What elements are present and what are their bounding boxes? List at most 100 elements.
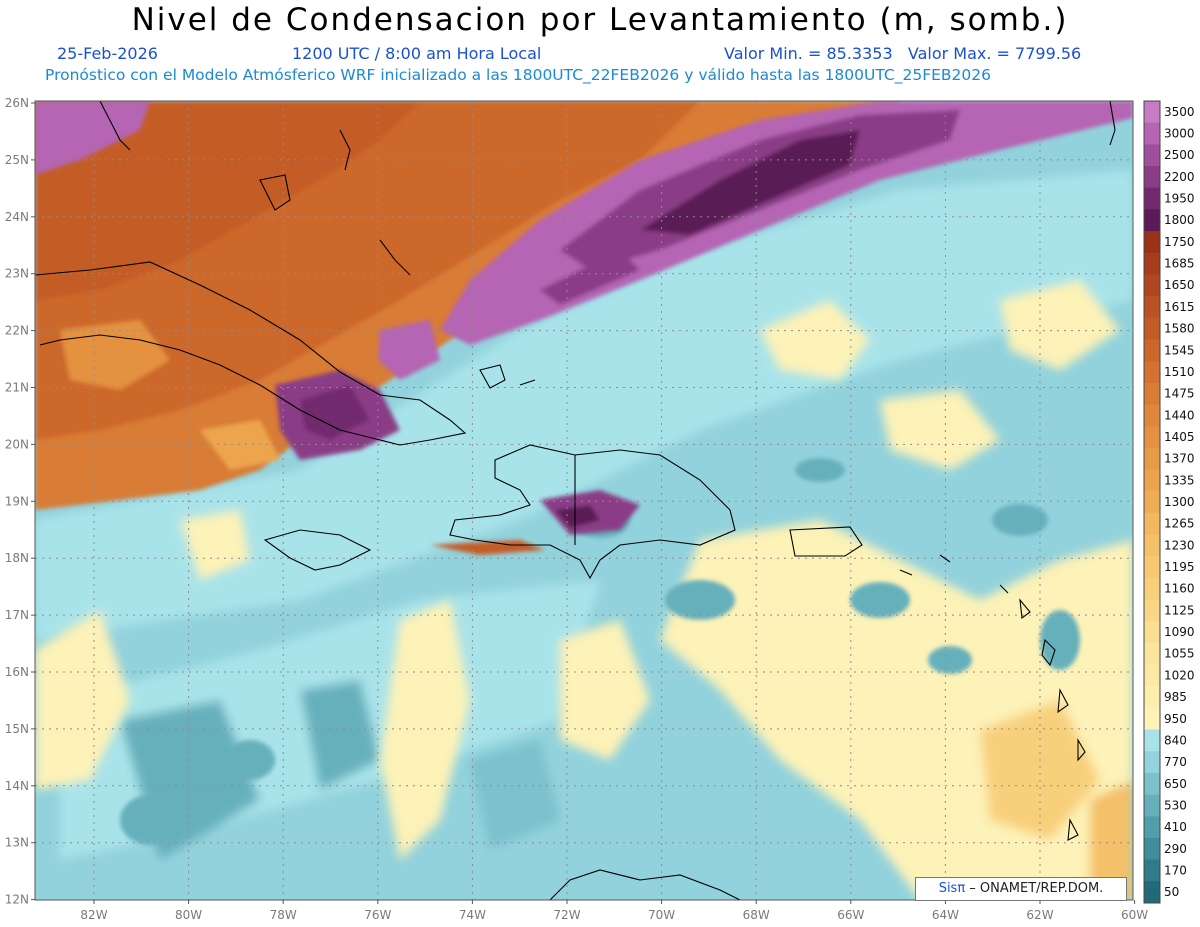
colorbar-label: 1335 — [1164, 473, 1195, 487]
colorbar-label: 1580 — [1164, 322, 1195, 336]
longitude-label: 80W — [175, 908, 202, 922]
date-label: 25-Feb-2026 — [57, 44, 158, 63]
latitude-label: 13N — [5, 836, 29, 850]
colorbar-label: 3500 — [1164, 105, 1195, 119]
colorbar-label: 1055 — [1164, 647, 1195, 661]
colorbar-label: 1950 — [1164, 192, 1195, 206]
latitude-label: 15N — [5, 722, 29, 736]
longitude-label: 64W — [932, 908, 959, 922]
colorbar-swatch — [1144, 577, 1160, 601]
colorbar-label: 1510 — [1164, 365, 1195, 379]
colorbar-label: 1650 — [1164, 278, 1195, 292]
credit-text: – ONAMET/REP.DOM. — [965, 881, 1104, 896]
latitude-label: 25N — [5, 153, 29, 167]
colorbar-swatch — [1144, 794, 1160, 817]
colorbar-label: 290 — [1164, 842, 1187, 856]
latitude-label: 24N — [5, 210, 29, 224]
colorbar-swatch — [1144, 361, 1160, 384]
colorbar-swatch — [1144, 751, 1160, 774]
colorbar-swatch — [1144, 707, 1160, 731]
latitude-label: 26N — [5, 96, 29, 110]
credit-brand: Sisπ — [938, 881, 966, 896]
longitude-label: 72W — [553, 908, 580, 922]
colorbar-swatch — [1144, 404, 1160, 427]
colorbar-swatch — [1144, 469, 1160, 492]
colorbar-swatch — [1144, 122, 1160, 145]
colorbar-swatch — [1144, 534, 1160, 557]
map-frame — [34, 100, 1134, 901]
colorbar-label: 1370 — [1164, 452, 1195, 466]
latitude-label: 21N — [5, 381, 29, 395]
colorbar-swatch — [1144, 664, 1160, 687]
coastlines — [35, 101, 1116, 900]
latitude-labels: 26N 25N 24N 23N 22N 21N 20N 19N 18N 17N 16N 15N 14N 1… — [5, 96, 29, 907]
colorbar-label: 3000 — [1164, 127, 1195, 141]
longitude-label: 76W — [364, 908, 391, 922]
colorbar-label: 1020 — [1164, 668, 1195, 682]
colorbar-swatch — [1144, 166, 1160, 189]
colorbar-swatch — [1144, 101, 1160, 124]
colorbar-swatch — [1144, 144, 1160, 167]
longitude-label: 70W — [648, 908, 675, 922]
longitude-label: 66W — [837, 908, 864, 922]
colorbar-label: 1615 — [1164, 300, 1195, 314]
minmax-label: Valor Min. = 85.3353 Valor Max. = 7799.5… — [724, 44, 1082, 63]
colorbar-label: 770 — [1164, 755, 1187, 769]
colorbar-swatch — [1144, 837, 1160, 861]
colorbar-swatch — [1144, 556, 1160, 579]
colorbar-swatch — [1144, 231, 1160, 254]
colorbar-label: 2500 — [1164, 148, 1195, 162]
colorbar-swatch — [1144, 859, 1160, 882]
latitude-label: 23N — [5, 267, 29, 281]
colorbar-swatch — [1144, 317, 1160, 340]
colorbar-label: 650 — [1164, 777, 1187, 791]
colorbar-swatch — [1144, 426, 1160, 449]
colorbar-swatch — [1144, 296, 1160, 319]
colorbar-label: 985 — [1164, 690, 1187, 704]
colorbar-label: 1230 — [1164, 538, 1195, 552]
colorbar-swatch — [1144, 621, 1160, 644]
latitude-label: 19N — [5, 494, 29, 508]
colorbar-swatch — [1144, 772, 1160, 796]
colorbar-label: 410 — [1164, 820, 1187, 834]
colorbar-swatch — [1144, 447, 1160, 470]
credit-box: Sisπ – ONAMET/REP.DOM. — [915, 877, 1127, 901]
time-label: 1200 UTC / 8:00 am Hora Local — [292, 44, 542, 63]
longitude-label: 78W — [270, 908, 297, 922]
colorbar-label: 1685 — [1164, 257, 1195, 271]
colorbar: 3500 3000 2500 2200 1950 1800 1750 1685 1650 1615… — [1143, 100, 1195, 904]
latitude-label: 18N — [5, 551, 29, 565]
latitude-label: 17N — [5, 608, 29, 622]
longitude-label: 60W — [1121, 908, 1148, 922]
longitude-label: 68W — [743, 908, 770, 922]
colorbar-label: 1160 — [1164, 582, 1195, 596]
colorbar-label: 1800 — [1164, 213, 1195, 227]
colorbar-label: 1265 — [1164, 517, 1195, 531]
colorbar-swatch — [1144, 686, 1160, 709]
colorbar-swatch — [1144, 599, 1160, 622]
colorbar-label: 1475 — [1164, 387, 1195, 401]
colorbar-label: 170 — [1164, 863, 1187, 877]
longitude-label: 82W — [80, 908, 107, 922]
field-shading — [35, 101, 1133, 900]
colorbar-label: 1300 — [1164, 495, 1195, 509]
colorbar-swatch — [1144, 816, 1160, 839]
colorbar-label: 1750 — [1164, 235, 1195, 249]
colorbar-swatch — [1144, 729, 1160, 752]
colorbar-label: 1440 — [1164, 408, 1195, 422]
colorbar-swatch — [1144, 274, 1160, 297]
colorbar-swatch — [1144, 491, 1160, 514]
latitude-label: 16N — [5, 665, 29, 679]
colorbar-swatch — [1144, 252, 1160, 275]
colorbar-label: 1195 — [1164, 560, 1195, 574]
colorbar-swatch — [1144, 339, 1160, 362]
colorbar-label: 1405 — [1164, 430, 1195, 444]
colorbar-label: 1090 — [1164, 625, 1195, 639]
longitude-label: 74W — [459, 908, 486, 922]
colorbar-swatch — [1144, 382, 1160, 405]
colorbar-label: 1125 — [1164, 603, 1195, 617]
colorbar-label: 2200 — [1164, 170, 1195, 184]
latitude-label: 22N — [5, 324, 29, 338]
forecast-note: Pronóstico con el Modelo Atmósferico WRF… — [45, 66, 991, 84]
